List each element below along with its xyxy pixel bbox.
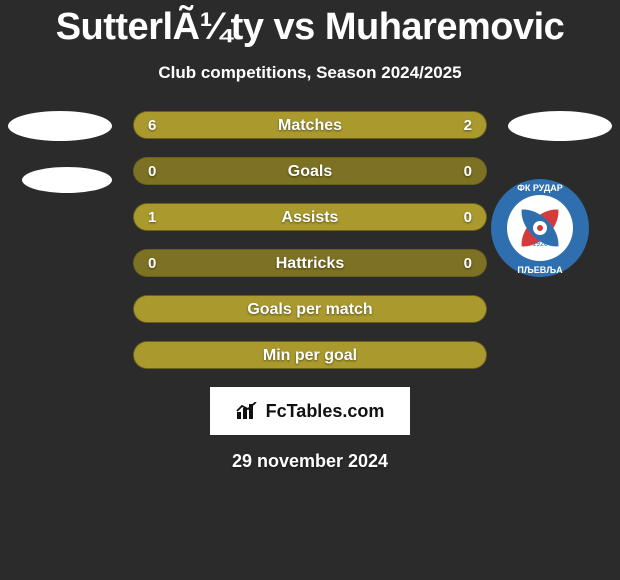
left-player-badges xyxy=(8,111,112,219)
stat-label: Goals xyxy=(134,158,486,185)
comparison-content: 62Matches 00Goals 10Assists 00Hattricks Goal… xyxy=(0,111,620,472)
left-team-logo-2 xyxy=(22,167,112,193)
stats-icon xyxy=(236,402,260,420)
subtitle: Club competitions, Season 2024/2025 xyxy=(0,63,620,83)
stat-label: Assists xyxy=(134,204,486,231)
page-title: SutterlÃ¼ty vs Muharemovic xyxy=(0,0,620,49)
stat-row: Goals per match xyxy=(133,295,487,323)
svg-text:1920: 1920 xyxy=(532,241,548,248)
stat-label: Goals per match xyxy=(134,296,486,323)
stat-row: 00Hattricks xyxy=(133,249,487,277)
right-player-badges xyxy=(508,111,612,167)
stat-label: Matches xyxy=(134,112,486,139)
left-team-logo-1 xyxy=(8,111,112,141)
comparison-bars: 62Matches 00Goals 10Assists 00Hattricks Goal… xyxy=(133,111,487,369)
svg-text:ПЉЕВЉА: ПЉЕВЉА xyxy=(517,265,563,275)
stat-row: 00Goals xyxy=(133,157,487,185)
watermark: FcTables.com xyxy=(210,387,410,435)
club-badge-icon: ФК РУДАР ПЉЕВЉА 1920 xyxy=(490,178,590,278)
stat-label: Min per goal xyxy=(134,342,486,369)
right-team-logo-1 xyxy=(508,111,612,141)
stat-row: 10Assists xyxy=(133,203,487,231)
watermark-text: FcTables.com xyxy=(266,401,385,422)
svg-text:ФК РУДАР: ФК РУДАР xyxy=(517,183,563,193)
stat-row: Min per goal xyxy=(133,341,487,369)
date-label: 29 november 2024 xyxy=(0,451,620,472)
stat-row: 62Matches xyxy=(133,111,487,139)
stat-label: Hattricks xyxy=(134,250,486,277)
